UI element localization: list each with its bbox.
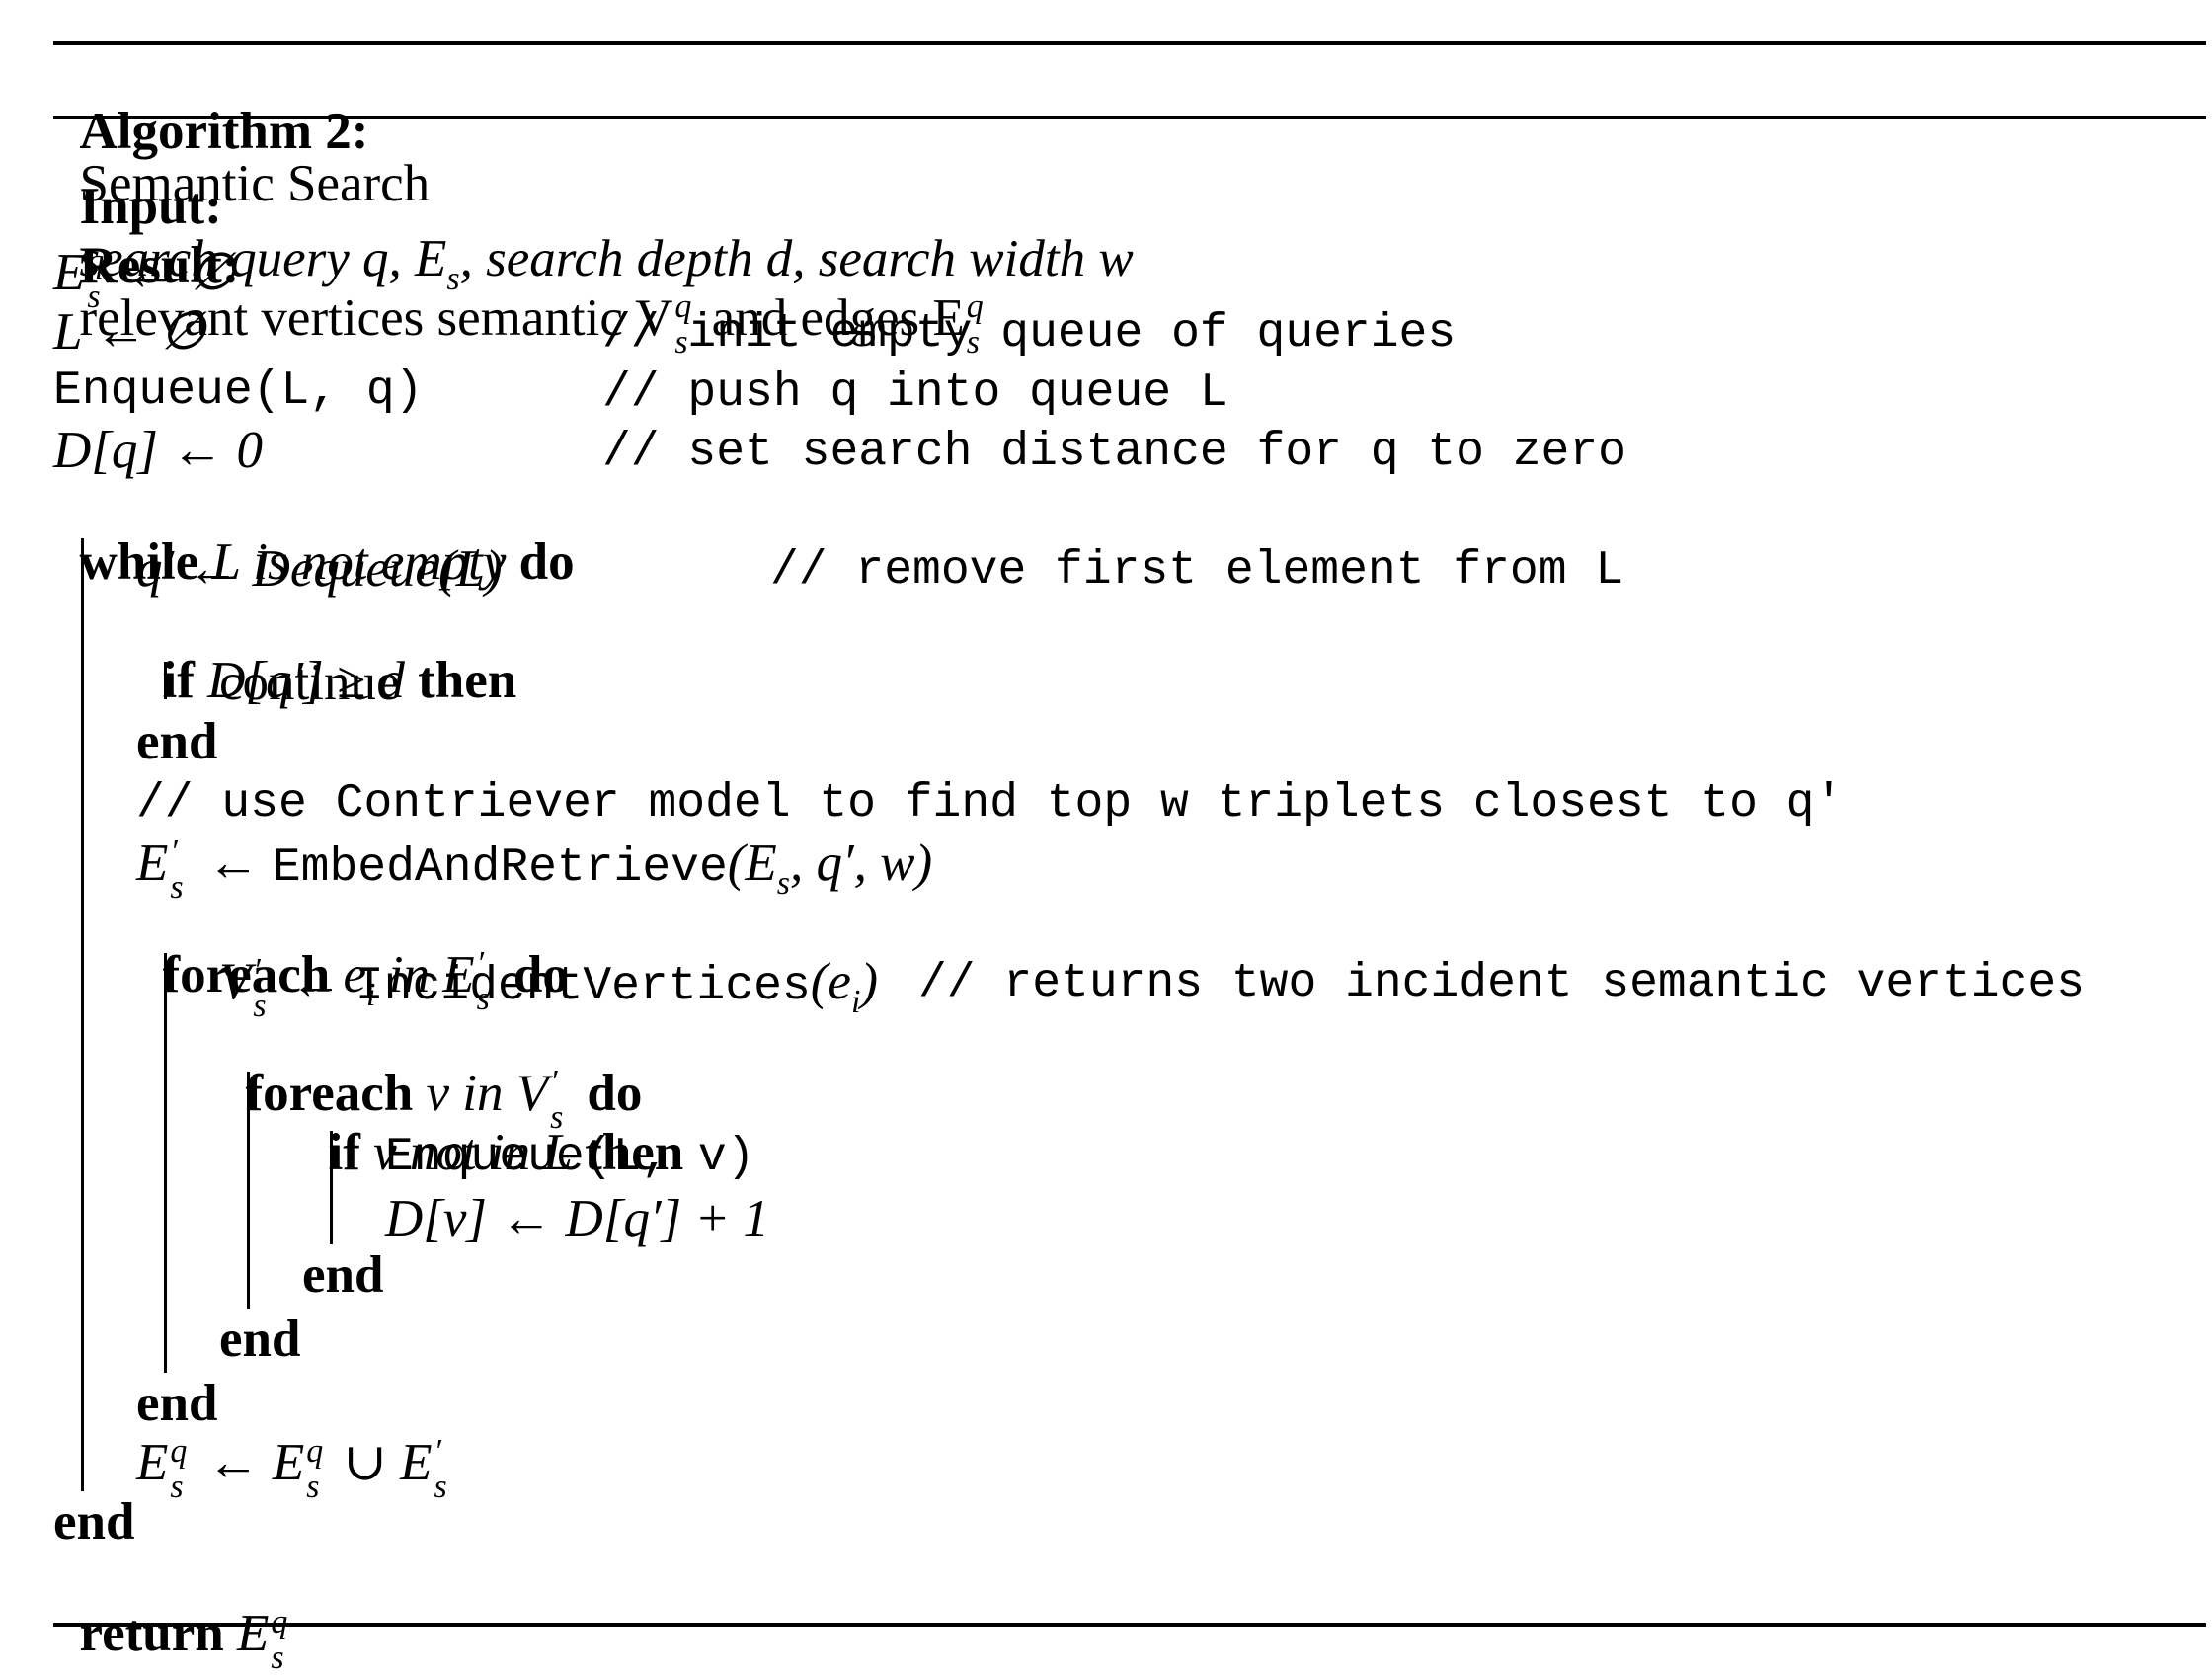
then2-keyword: then — [585, 1124, 684, 1181]
foreach-edges-bar — [164, 953, 167, 1373]
if-depth-line: if D[q′] ≥ d then — [136, 602, 517, 709]
end-foreach-vertices-line: end — [219, 1311, 301, 1368]
input-subscript: s — [446, 261, 460, 297]
if-keyword: if — [162, 652, 195, 709]
if-body-bar — [164, 662, 167, 699]
if2-keyword: if — [328, 1124, 360, 1181]
dequeue-comment: // remove first element from L — [770, 544, 1624, 598]
end-if-not-in-line: end — [302, 1246, 384, 1304]
bottom-rule — [53, 1623, 2206, 1627]
end-if-line: end — [136, 713, 218, 770]
incident-vertices-comment: // returns two incident semantic vertice… — [918, 957, 2085, 1010]
header-rule — [53, 116, 2206, 119]
top-rule — [53, 41, 2206, 45]
if-not-in-line: if v not in L then — [302, 1075, 684, 1181]
distance-init-line: D[q] ← 0 — [53, 422, 264, 479]
foreach-vertices-do-keyword: do — [587, 1065, 643, 1122]
if-condition: D[q′] ≥ d — [194, 652, 419, 709]
dequeue-line: q′ ← Dequeue(L) — [136, 540, 503, 598]
end-foreach-edges-line: end — [136, 1375, 218, 1432]
algorithm-label: Algorithm 2: — [79, 103, 369, 160]
enqueue-q-line: Enqueue(L, q) — [53, 364, 424, 418]
foreach-keyword: foreach — [162, 946, 331, 1003]
while-do-keyword: do — [518, 533, 575, 591]
continue-line: continue — [219, 654, 400, 711]
distance-update-line: D[v] ← D[q′] + 1 — [385, 1190, 769, 1247]
init-queue-comment: // init empty queue of queries — [602, 307, 1457, 360]
if2-condition: v not in L — [359, 1124, 586, 1181]
enqueue-v-line: Enqueue(L, v) — [385, 1131, 755, 1184]
result-mid: and edges E — [698, 289, 965, 347]
result-keyword: Result: — [79, 237, 240, 294]
contriever-comment: // use Contriever model to find top w tr… — [136, 777, 1844, 831]
if-not-in-bar — [330, 1131, 333, 1244]
result-text: relevant vertices semantic V — [79, 289, 673, 347]
foreach-edges-line: foreach ei in E ′ s do — [162, 945, 569, 1017]
distance-init-comment: // set search distance for q to zero — [602, 426, 1626, 479]
while-condition: L is not empty — [198, 533, 519, 591]
input-rest: , search depth d, search width w — [459, 230, 1134, 287]
foreach-vertices-bar — [247, 1072, 250, 1309]
algorithm-name: Semantic Search — [79, 155, 431, 212]
then-keyword: then — [418, 652, 517, 709]
foreach-vertices-line: foreach v in V ′ s do — [245, 1064, 643, 1136]
while-keyword: while — [79, 533, 199, 591]
foreach-do-keyword: do — [513, 946, 569, 1003]
algorithm-title: Algorithm 2: Semantic Search — [53, 53, 431, 212]
return-keyword: return — [79, 1605, 224, 1662]
input-line: Input: search query q, Es, search depth … — [53, 128, 1134, 296]
input-keyword: Input: — [79, 178, 222, 235]
init-queue-line: L ← ∅ — [53, 303, 206, 360]
while-line: while L is not empty do — [53, 484, 575, 589]
foreach-vertices-keyword: foreach — [245, 1065, 414, 1122]
enqueue-q-comment: // push q into queue L — [602, 366, 1228, 420]
input-text: search query q, E — [79, 230, 447, 287]
incident-vertices-line: V ′ s ← IncidentVertices(ei) — [219, 952, 879, 1024]
while-body-bar — [81, 538, 84, 1491]
embed-retrieve-line: E ′ s ← EmbedAndRetrieve(Es, q′, w) — [136, 834, 933, 906]
end-while-line: end — [53, 1493, 135, 1551]
